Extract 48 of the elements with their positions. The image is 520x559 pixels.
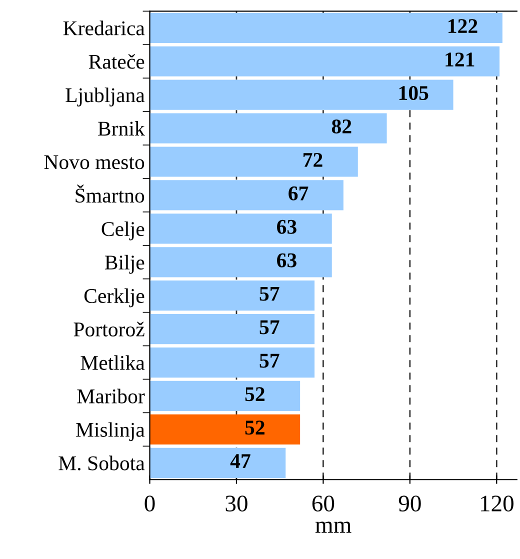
data-label: 47: [230, 454, 250, 468]
x-axis-title: mm: [315, 522, 352, 533]
bar: [150, 214, 332, 244]
y-tick-label: Maribor: [77, 388, 145, 404]
y-tick-label: Rateče: [88, 54, 144, 69]
bar: [150, 314, 315, 344]
data-label: 82: [332, 119, 352, 134]
data-label: 57: [260, 320, 280, 334]
bar: [150, 113, 387, 144]
data-label: 122: [448, 19, 478, 33]
bar: [150, 46, 500, 76]
x-tick-label: 90: [398, 496, 421, 512]
bar: [150, 380, 300, 412]
bar: [150, 448, 286, 478]
data-label: 57: [260, 286, 280, 301]
y-tick-label: Mislinja: [76, 422, 145, 442]
y-tick-label: Brnik: [98, 121, 145, 136]
bar: [150, 146, 358, 177]
bar: [150, 180, 344, 210]
y-tick-label: Cerklje: [84, 288, 144, 308]
data-label: 63: [277, 220, 296, 234]
data-label: 67: [288, 186, 308, 200]
x-tick-label: 120: [481, 496, 514, 512]
x-tick-label: 60: [312, 496, 334, 512]
y-tick-label: Celje: [102, 221, 144, 240]
bar: [150, 280, 315, 311]
x-tick-label: 0: [144, 496, 155, 512]
bar: [150, 247, 332, 278]
bar: [150, 347, 315, 378]
y-tick-label: Portorož: [74, 322, 144, 336]
data-label: 105: [399, 86, 428, 100]
data-label: 63: [277, 253, 296, 268]
y-tick-label: Kredarica: [63, 20, 145, 36]
bar: [150, 414, 300, 444]
bar: [150, 12, 502, 43]
y-tick-label: M. Sobota: [58, 456, 145, 470]
data-label: 52: [245, 420, 264, 435]
data-label: 121: [446, 52, 474, 66]
data-label: 57: [260, 354, 280, 368]
bar: [150, 80, 454, 110]
y-tick-label: Ljubljana: [66, 88, 145, 106]
data-label: 52: [245, 387, 264, 402]
y-tick-label: Bilje: [104, 254, 144, 274]
data-label: 72: [304, 152, 322, 167]
x-tick-label: 30: [226, 496, 248, 512]
y-tick-label: Novo mesto: [44, 155, 144, 170]
y-tick-label: Metlika: [80, 355, 145, 370]
y-tick-label: Šmartno: [76, 184, 144, 203]
